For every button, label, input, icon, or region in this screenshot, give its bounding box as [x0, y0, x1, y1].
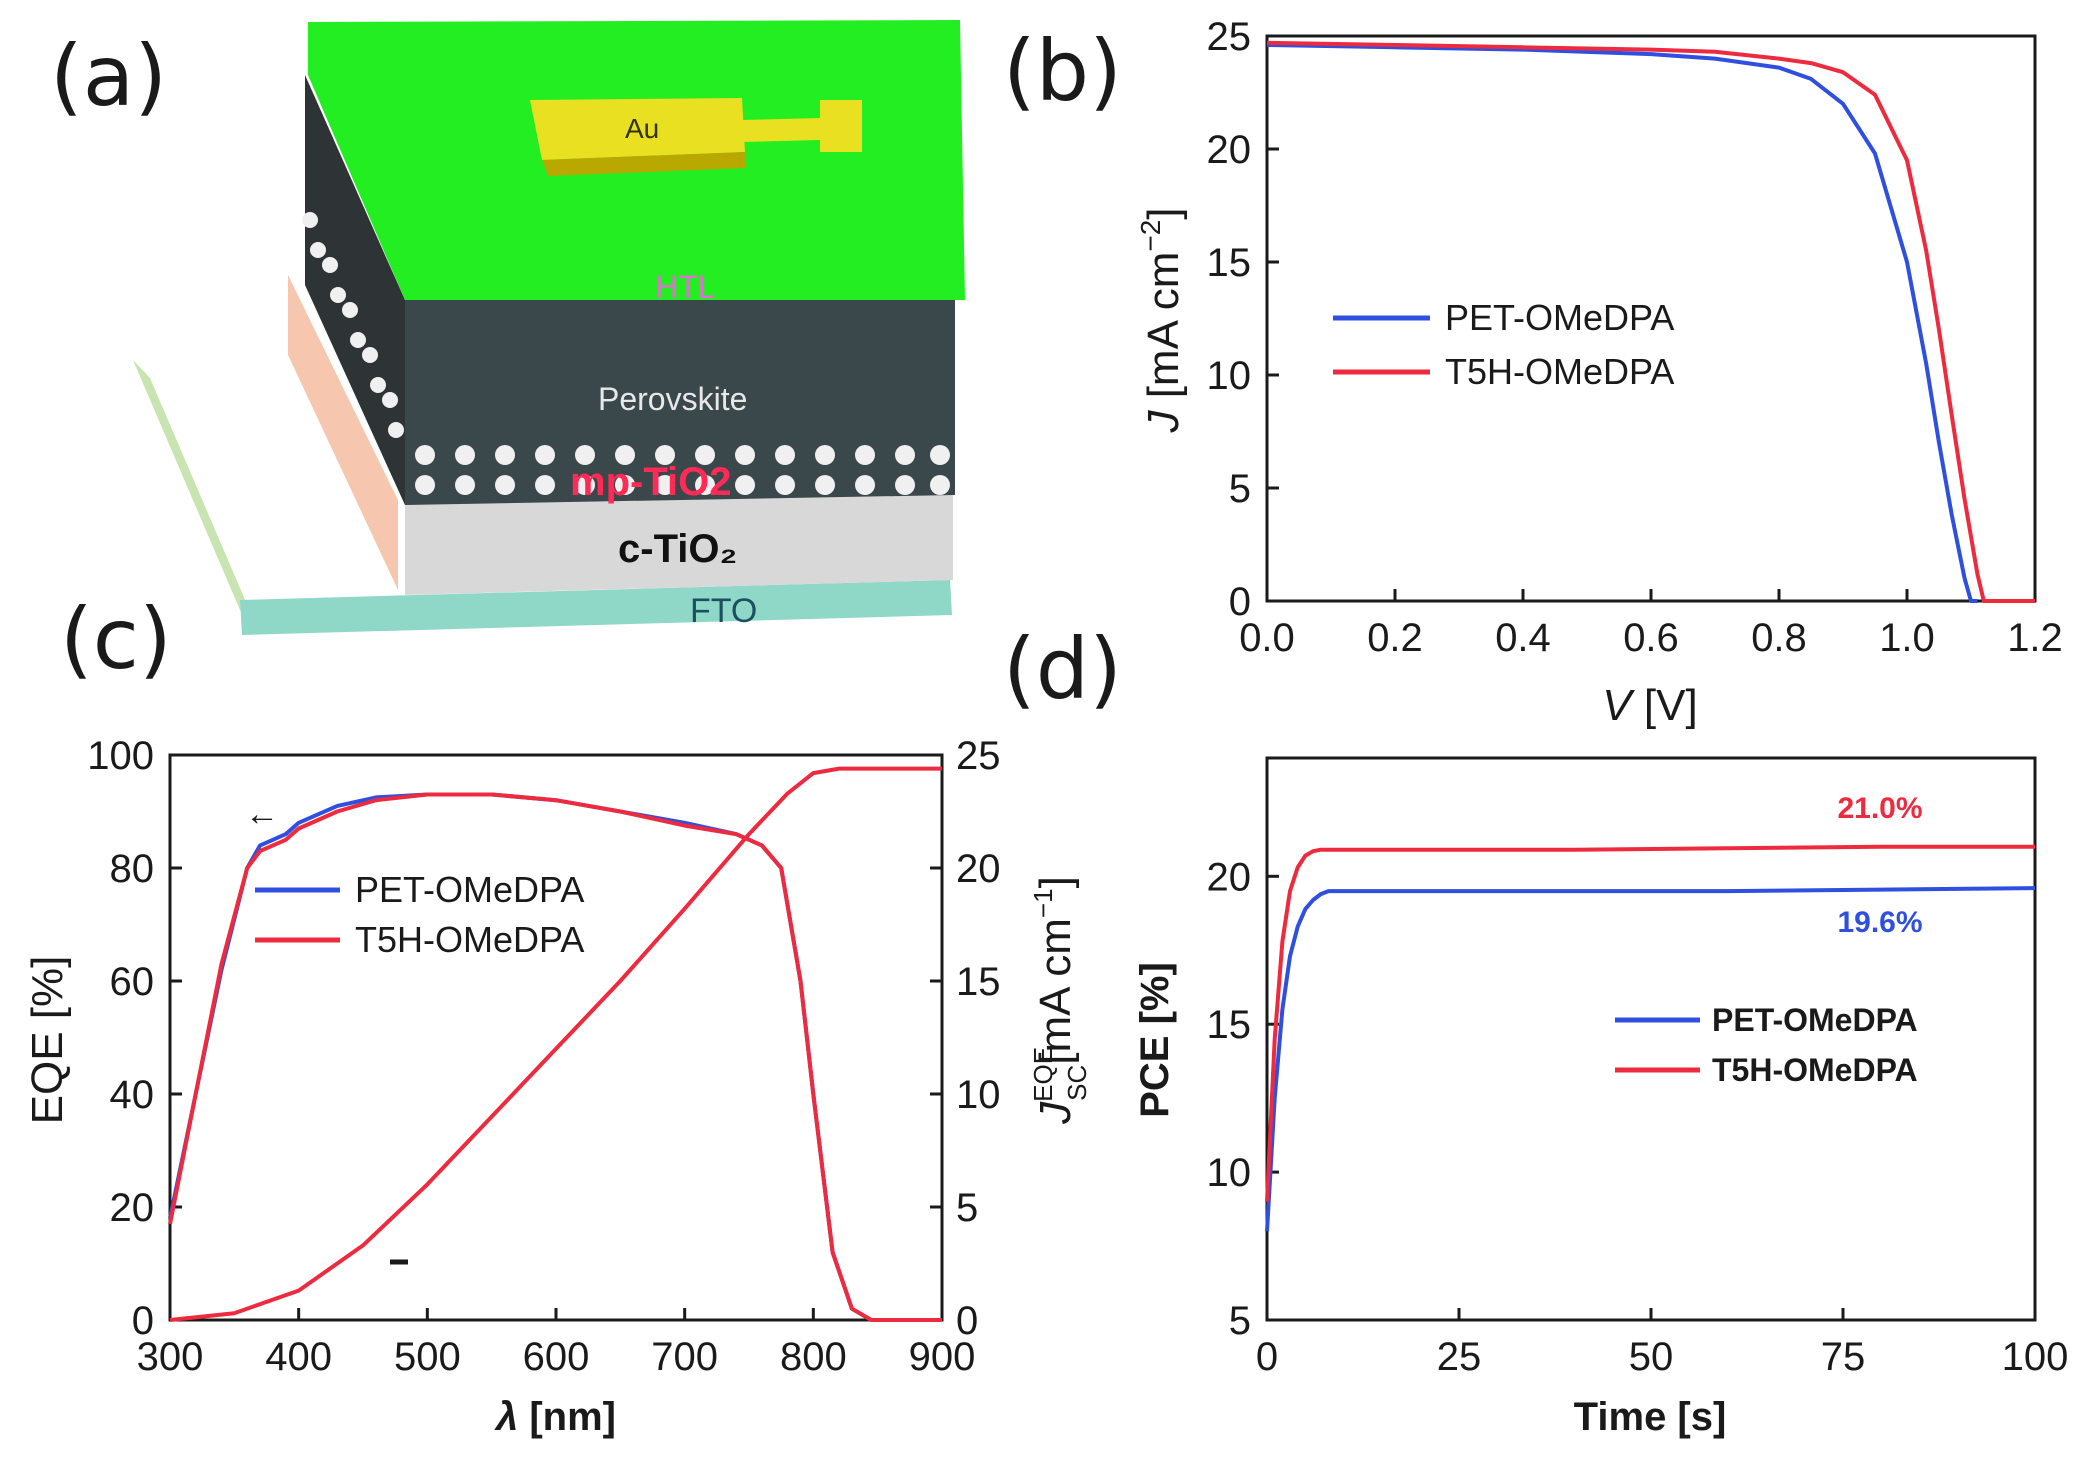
plot-c-series: [168, 766, 942, 1322]
plot-b-xlabel: V [V]: [1602, 681, 1697, 730]
plot-c-yticks: 0 20 40 60 80 100: [87, 734, 182, 1343]
plot-d-legend: PET-OMeDPA T5H-OMeDPA: [1615, 1002, 1918, 1088]
x-tick-label: 800: [780, 1335, 847, 1379]
y-tick-label: 10: [1207, 354, 1252, 398]
x-tick-label: 0: [1256, 1335, 1278, 1379]
plot-d-series: [1265, 844, 2036, 1232]
plot-c-legend: PET-OMeDPA T5H-OMeDPA: [255, 869, 584, 960]
x-tick-label: 50: [1629, 1335, 1674, 1379]
plot-c-xticks: 300 400 500 600 700 800 900: [137, 1308, 976, 1379]
y-tick-label: 10: [1207, 1151, 1252, 1195]
stack-left-side: [305, 75, 405, 505]
panel-b-label: (b): [1003, 22, 1122, 120]
plot-b-series: [1266, 40, 2035, 603]
y-tick-label: 5: [1229, 467, 1251, 511]
x-tick-label: 25: [1437, 1335, 1482, 1379]
plot-b-yticks: 0 5 10 15 20 25: [1207, 15, 1279, 624]
y2-tick-label: 25: [956, 734, 1001, 778]
series-line-t5h-omedpa: [168, 792, 942, 1322]
mp-tio2-label: mp-TiO2: [570, 460, 732, 504]
plot-d-frame: [1265, 756, 2037, 1322]
legend-d-pet-label: PET-OMeDPA: [1712, 1002, 1918, 1038]
x-tick-label: 75: [1821, 1335, 1866, 1379]
legend-t5h-label: T5H-OMeDPA: [1445, 351, 1674, 392]
series-line-pet-omedpa: [1265, 886, 2036, 1232]
t5h-final-pce-label: 21.0%: [1837, 792, 1922, 825]
y-tick-label: 0: [132, 1299, 154, 1343]
x-tick-label: 100: [2002, 1335, 2069, 1379]
y-tick-label: 0: [1229, 580, 1251, 624]
series-line-t5h-omedpa-integrated-jsc: [169, 766, 942, 1322]
panel-d-label: (d): [1003, 620, 1122, 718]
y-tick-label: 5: [1229, 1299, 1251, 1343]
x-tick-label: 600: [523, 1335, 590, 1379]
pet-final-pce-label: 19.6%: [1837, 906, 1922, 939]
series-line-t5h-omedpa: [1265, 844, 2035, 1202]
series-line-pet-omedpa: [1266, 43, 1978, 603]
x-tick-label: 0.6: [1623, 616, 1679, 660]
y-tick-label: 25: [1207, 15, 1252, 59]
fto-layer: [240, 580, 952, 635]
y2-tick-label: 5: [956, 1186, 978, 1230]
substrate-side: [288, 275, 398, 590]
plot-c-y2label: JEQE SC[mA cm−1]: [1028, 876, 1092, 1125]
fto-label: FTO: [690, 592, 757, 630]
legend-c-pet-label: PET-OMeDPA: [355, 869, 584, 910]
x-tick-label: 900: [909, 1335, 976, 1379]
series-line-t5h-omedpa: [1266, 40, 2035, 603]
panel-b: (b) 0 5 10 15 20 25 0.0 0.2 0.4 0.6 0.8 1.0 1.2 V […: [1003, 15, 2063, 730]
y-tick-label: 15: [1207, 241, 1252, 285]
x-tick-label: 400: [265, 1335, 332, 1379]
y2-tick-label: 0: [956, 1299, 978, 1343]
c-tio2-label: c-TiO₂: [618, 527, 737, 571]
y-tick-label: 15: [1207, 1003, 1252, 1047]
au-label: Au: [625, 113, 659, 144]
y-tick-label: 40: [110, 1073, 155, 1117]
y2-tick-label: 10: [956, 1073, 1001, 1117]
x-tick-label: 1.0: [1879, 616, 1935, 660]
y-tick-label: 20: [110, 1186, 155, 1230]
y-tick-label: 20: [1207, 128, 1252, 172]
y-tick-label: 20: [1207, 855, 1252, 899]
panel-a-label: (a): [50, 27, 167, 125]
mp-tio2-particles: [302, 212, 950, 495]
perovskite-label: Perovskite: [598, 381, 747, 417]
x-tick-label: 0.4: [1495, 616, 1551, 660]
c-tio2-layer: [405, 490, 953, 595]
au-electrode: Au: [530, 98, 862, 176]
plot-c-ylabel: EQE [%]: [23, 956, 72, 1125]
x-tick-label: 0.8: [1751, 616, 1807, 660]
plot-d-xlabel: Time [s]: [1574, 1395, 1727, 1439]
y-tick-label: 80: [110, 847, 155, 891]
plot-b-xticks: 0.0 0.2 0.4 0.6 0.8 1.0 1.2: [1239, 589, 2063, 660]
y2-tick-label: 15: [956, 960, 1001, 1004]
panel-c-label: (c): [60, 590, 172, 688]
x-tick-label: 0.2: [1367, 616, 1423, 660]
plot-d-yticks: 5 10 15 20: [1207, 855, 1279, 1343]
x-tick-label: 300: [137, 1335, 204, 1379]
panel-a: (a) FTO c-TiO₂ mp-TiO2 Perovskite HTL: [50, 20, 965, 635]
x-tick-label: 500: [394, 1335, 461, 1379]
panel-c: (c) 0 20 40 60 80 100 0 5 10 15 20 25 300 400 500 600…: [23, 590, 1092, 1439]
legend-pet-label: PET-OMeDPA: [1445, 297, 1674, 338]
y-tick-label: 60: [110, 960, 155, 1004]
x-tick-label: 0.0: [1239, 616, 1295, 660]
htl-label: HTL: [655, 269, 715, 305]
plot-b-ylabel: J [mA cm−2]: [1135, 207, 1188, 433]
plot-b-legend: PET-OMeDPA T5H-OMeDPA: [1333, 297, 1674, 392]
y-tick-label: 100: [87, 734, 154, 778]
plot-d-ylabel: PCE [%]: [1133, 962, 1177, 1118]
x-tick-label: 700: [651, 1335, 718, 1379]
legend-c-t5h-label: T5H-OMeDPA: [355, 919, 584, 960]
glass-substrate-side: [133, 360, 258, 630]
plot-c-y2ticks: 0 5 10 15 20 25: [930, 734, 1001, 1343]
plot-d-xticks: 0 25 50 75 100: [1256, 1308, 2069, 1379]
y2-tick-label: 20: [956, 847, 1001, 891]
plot-c-xlabel: λ [nm]: [494, 1395, 616, 1439]
eqe-axis-arrow: ←: [245, 795, 279, 833]
legend-d-t5h-label: T5H-OMeDPA: [1712, 1052, 1918, 1088]
x-tick-label: 1.2: [2007, 616, 2063, 660]
